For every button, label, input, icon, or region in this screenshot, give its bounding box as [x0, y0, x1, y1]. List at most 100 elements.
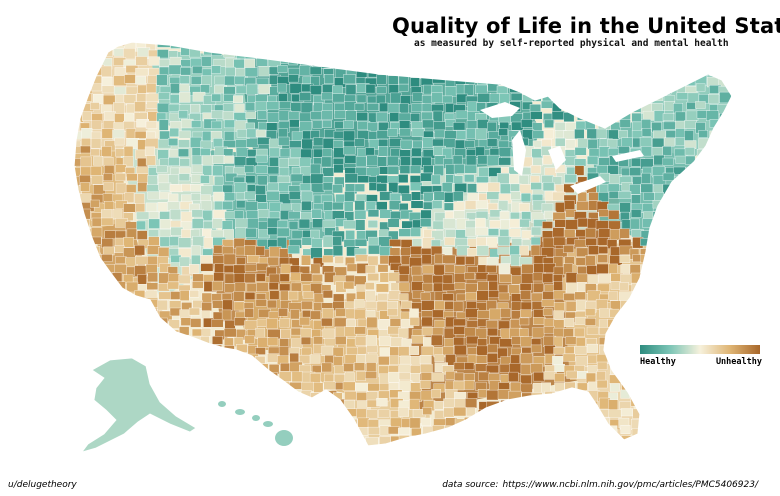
county-cell: [390, 92, 402, 104]
county-cell: [376, 201, 388, 211]
county-cell: [389, 355, 399, 365]
county-cell: [265, 381, 279, 392]
county-cell: [533, 317, 546, 325]
county-cell: [212, 356, 225, 368]
county-cell: [74, 203, 83, 212]
county-cell: [389, 239, 402, 247]
county-cell: [212, 300, 224, 309]
county-cell: [388, 84, 399, 94]
county-cell: [554, 437, 565, 446]
county-cell: [640, 238, 652, 247]
county-cell: [190, 136, 202, 148]
county-cell: [391, 447, 401, 457]
county-cell: [486, 300, 497, 311]
county-cell: [597, 361, 608, 370]
county-cell: [674, 236, 686, 248]
county-cell: [653, 184, 664, 193]
county-cell: [530, 408, 544, 420]
county-cell: [533, 59, 546, 68]
county-cell: [684, 230, 697, 240]
county-cell: [102, 293, 114, 305]
county-cell: [134, 337, 147, 346]
county-cell: [387, 155, 399, 166]
county-cell: [706, 416, 719, 425]
county-cell: [401, 220, 413, 229]
county-cell: [705, 374, 716, 383]
county-cell: [311, 399, 325, 408]
county-cell: [156, 356, 167, 365]
county-cell: [236, 42, 250, 52]
county-cell: [399, 120, 411, 130]
county-cell: [511, 293, 522, 303]
county-cell: [200, 175, 210, 184]
county-cell: [354, 42, 365, 47]
county-cell: [444, 301, 455, 310]
hawaii-island: [275, 430, 293, 446]
county-cell: [663, 137, 675, 147]
county-cell: [244, 245, 258, 256]
county-cell: [456, 130, 467, 140]
county-cell: [421, 300, 435, 311]
county-cell: [290, 282, 302, 292]
county-cell: [453, 380, 465, 391]
county-cell: [587, 365, 599, 374]
county-cell: [665, 329, 679, 340]
county-cell: [443, 442, 455, 446]
county-cell: [233, 437, 245, 446]
legend-gradient-bar: [640, 345, 760, 354]
county-cell: [355, 156, 367, 167]
county-cell: [246, 138, 259, 148]
data-source-url[interactable]: https://www.ncbi.nlm.nih.gov/pmc/article…: [502, 480, 758, 490]
county-cell: [551, 398, 565, 409]
county-cell: [729, 112, 732, 124]
county-cell: [411, 265, 422, 277]
county-cell: [541, 175, 554, 184]
county-cell: [236, 257, 246, 265]
county-cell: [463, 47, 476, 58]
county-cell: [169, 307, 182, 317]
county-cell: [180, 399, 193, 407]
county-cell: [475, 200, 489, 209]
county-cell: [466, 427, 478, 436]
county-cell: [499, 273, 512, 283]
county-cell: [101, 217, 114, 226]
county-cell: [618, 317, 629, 325]
county-cell: [157, 102, 171, 113]
county-cell: [487, 416, 501, 428]
county-cell: [244, 263, 258, 272]
county-cell: [478, 426, 492, 438]
county-cell: [74, 319, 81, 330]
county-cell: [398, 47, 411, 59]
county-cell: [662, 209, 675, 221]
county-cell: [520, 119, 533, 128]
county-cell: [610, 444, 624, 446]
county-cell: [477, 49, 491, 59]
county-cell: [531, 437, 542, 446]
county-cell: [135, 76, 147, 85]
county-cell: [103, 173, 113, 181]
county-cell: [244, 67, 259, 77]
county-cell: [564, 419, 575, 430]
county-cell: [543, 263, 556, 273]
county-cell: [90, 327, 100, 338]
county-cell: [278, 308, 288, 317]
county-cell: [388, 371, 400, 383]
county-cell: [192, 236, 206, 247]
county-cell: [444, 264, 455, 273]
county-cell: [541, 437, 551, 446]
county-cell: [256, 282, 269, 292]
county-cell: [510, 427, 521, 436]
county-cell: [687, 435, 701, 446]
county-cell: [212, 218, 223, 229]
county-cell: [115, 182, 127, 194]
county-cell: [74, 443, 84, 446]
county-cell: [301, 347, 312, 356]
county-cell: [180, 355, 191, 367]
county-cell: [167, 371, 180, 383]
county-cell: [707, 155, 719, 165]
county-cell: [322, 138, 335, 150]
county-cell: [467, 101, 478, 113]
county-cell: [344, 191, 355, 203]
county-cell: [333, 42, 346, 46]
county-cell: [245, 392, 259, 403]
